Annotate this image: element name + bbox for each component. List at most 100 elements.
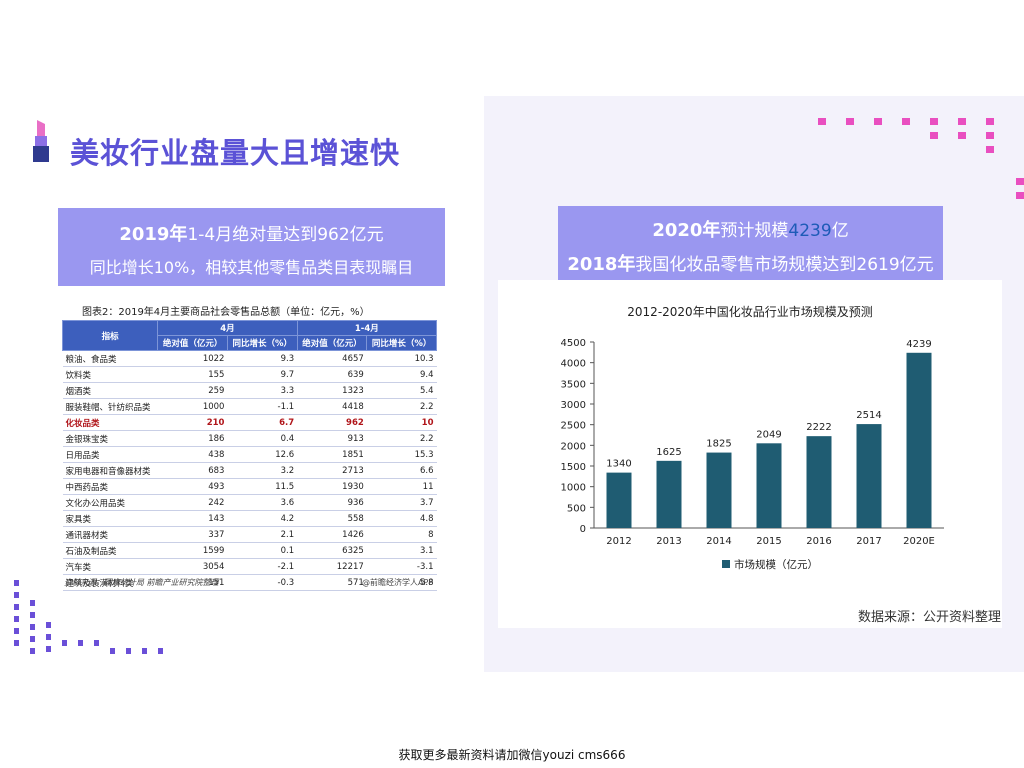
table-cell: 8 [366, 526, 437, 543]
table-cell: 337 [157, 526, 228, 543]
header-indicator: 指标 [61, 320, 159, 351]
source-note: 数据来源：公开资料整理 [858, 610, 1002, 625]
row-label: 石油及制品类 [62, 542, 158, 559]
bar-2015 [756, 443, 782, 528]
purple-dot [110, 648, 115, 654]
table-cell: 3.1 [366, 542, 437, 559]
right-banner-line1-mid: 预计规模 [720, 221, 789, 241]
table-cell: 5.4 [366, 382, 437, 399]
table-cell: 4418 [297, 398, 367, 415]
left-banner-line2: 同比增长10%，相较其他零售品类目表现瞩目 [89, 258, 414, 277]
table-cell: 6.7 [227, 414, 298, 431]
table-cell: 962 [297, 414, 367, 431]
table-row: 服装鞋帽、针纺织品类 1000 -1.1 4418 2.2 [62, 398, 437, 415]
row-label: 饮料类 [62, 366, 158, 383]
table-cell: 936 [297, 494, 367, 511]
table-cell: 15.3 [366, 446, 437, 463]
table-row: 饮料类 155 9.7 639 9.4 [62, 366, 437, 383]
purple-dot [30, 648, 35, 654]
table-cell: 2.1 [227, 526, 298, 543]
table-cell: 151 [157, 574, 228, 591]
footer-text: 获取更多最新资料请加微信youzi cms666 [398, 748, 626, 762]
table-cell: 2.2 [366, 430, 437, 447]
table-cell: 210 [157, 414, 228, 431]
purple-dot [14, 628, 19, 634]
table-cell: 1426 [297, 526, 367, 543]
purple-dot [78, 640, 83, 646]
pink-dot [986, 118, 994, 125]
table-cell: 11 [366, 478, 437, 495]
table-cell: 6325 [297, 542, 367, 559]
table-cell: -3.1 [366, 558, 437, 575]
x-tick-label-2015: 2015 [756, 536, 781, 547]
data-label-2014: 1825 [706, 439, 731, 450]
table-cell: 4657 [297, 350, 367, 367]
market-size-bar-chart: 2012-2020年中国化妆品行业市场规模及预测 0 500 1000 1500 2000… [561, 304, 944, 571]
purple-dot [46, 622, 51, 628]
y-tick-label: 3000 [561, 400, 586, 411]
row-label: 通讯器材类 [62, 526, 158, 543]
purple-dot [158, 648, 163, 654]
bar-2016 [806, 436, 832, 528]
group-header-jan-apr: 1-4月 [296, 320, 438, 336]
bar-2014 [706, 452, 732, 528]
table-cell: 438 [157, 446, 228, 463]
table-cell: 493 [157, 478, 228, 495]
table-cell: 0.4 [227, 430, 298, 447]
table-cell: 683 [157, 462, 228, 479]
table-cell: 1000 [157, 398, 228, 415]
row-label: 化妆品类 [62, 414, 158, 431]
table-cell: 10.3 [366, 350, 437, 367]
y-tick-label: 2000 [561, 441, 586, 452]
table-row: 中西药品类 493 11.5 1930 11 [62, 478, 437, 495]
data-label-2013: 1625 [656, 447, 681, 458]
table-cell: 913 [297, 430, 367, 447]
table-app-credit: @前瞻经济学人APP [362, 578, 434, 587]
y-tick-label: 3500 [561, 379, 586, 390]
table-cell: 1930 [297, 478, 367, 495]
table-cell: 9.4 [366, 366, 437, 383]
purple-dot [94, 640, 99, 646]
left-banner-line1: 1-4月绝对量达到962亿元 [187, 225, 384, 245]
table-cell: -0.3 [227, 574, 298, 591]
table-cell: 3054 [157, 558, 228, 575]
pink-dot [902, 118, 910, 125]
table-cell: 4.8 [366, 510, 437, 527]
right-banner-year2: 2018年 [567, 254, 636, 275]
table-cell: 5.8 [366, 574, 437, 591]
group-header-april: 4月 [157, 320, 298, 336]
y-tick-label: 4000 [561, 359, 586, 370]
pink-dot [846, 118, 854, 125]
x-tick-label-2014: 2014 [706, 536, 731, 547]
row-label: 中西药品类 [62, 478, 158, 495]
row-label: 家用电器和音像器材类 [62, 462, 158, 479]
table-row: 家具类 143 4.2 558 4.8 [62, 510, 437, 527]
table-cell: 2.2 [366, 398, 437, 415]
y-tick-label: 1000 [561, 483, 586, 494]
table-cell: 558 [297, 510, 367, 527]
y-tick-label: 0 [580, 524, 586, 535]
header-ytd-growth: 同比增长（%） [366, 335, 437, 351]
row-label: 日用品类 [62, 446, 158, 463]
table-row: 烟酒类 259 3.3 1323 5.4 [62, 382, 437, 399]
retail-sales-table: 指标 4月 1-4月 绝对值（亿元） 同比增长（%） 绝对值（亿元） 同比增长（… [61, 320, 438, 591]
table-cell: 1323 [297, 382, 367, 399]
pink-dot [930, 132, 938, 139]
pink-dot [986, 132, 994, 139]
pink-dot [958, 118, 966, 125]
bar-2020E [906, 352, 932, 528]
row-label: 家具类 [62, 510, 158, 527]
left-banner-year: 2019年 [119, 224, 188, 245]
table-cell: 12.6 [227, 446, 298, 463]
header-april-growth: 同比增长（%） [226, 335, 298, 351]
table-row: 建筑及装潢材料类 151 -0.3 571 5.8 [62, 574, 437, 591]
header-april-value: 绝对值（亿元） [157, 335, 228, 351]
legend-label: 市场规模（亿元） [734, 558, 818, 571]
purple-dot [46, 646, 51, 652]
table-cell: 3.2 [227, 462, 298, 479]
right-banner: 2020年预计规模4239亿 2018年我国化妆品零售市场规模达到2619亿元 [558, 206, 943, 286]
pink-dot [1016, 178, 1024, 185]
table-row: 粮油、食品类 1022 9.3 4657 10.3 [62, 350, 437, 367]
chart-card: 2012-2020年中国化妆品行业市场规模及预测 0 500 1000 1500 2000… [498, 280, 1002, 628]
pink-dot [930, 118, 938, 125]
